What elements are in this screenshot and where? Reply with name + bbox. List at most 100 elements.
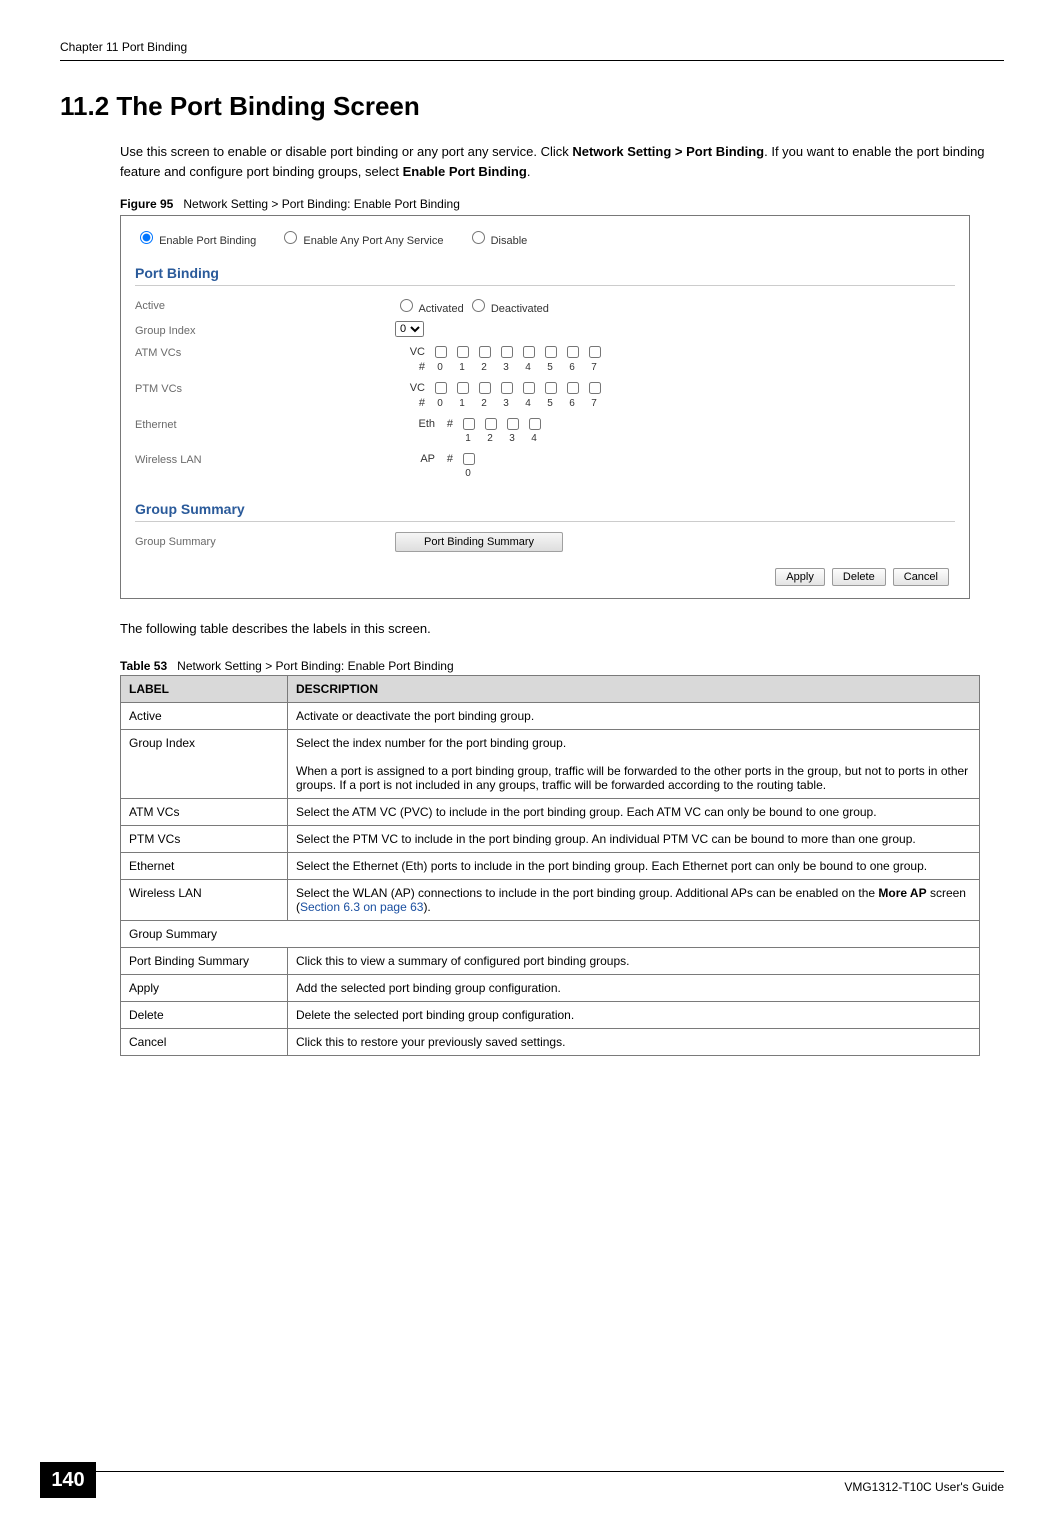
ptm-num: 6 (561, 398, 583, 409)
description-table: LABEL DESCRIPTION ActiveActivate or deac… (120, 675, 980, 1056)
atm-vc-prefix: VC (395, 346, 429, 358)
footer-rule (60, 1471, 1004, 1472)
table-desc-cell: Click this to view a summary of configur… (288, 947, 980, 974)
intro-bold-1: Network Setting > Port Binding (572, 144, 764, 159)
radio-deactivated-input[interactable] (472, 299, 485, 312)
table-header-label: LABEL (121, 675, 288, 702)
group-index-select[interactable]: 0 (395, 321, 424, 337)
ap-num-prefix: # (439, 453, 457, 465)
table-label-cell: Cancel (121, 1028, 288, 1055)
ptm-vc-checkbox[interactable] (567, 382, 579, 394)
eth-checkbox[interactable] (507, 418, 519, 430)
table-desc-cell: Select the index number for the port bin… (288, 729, 980, 798)
table-row: Port Binding SummaryClick this to view a… (121, 947, 980, 974)
table-section-cell: Group Summary (121, 920, 980, 947)
ethernet-grid: Eth # 1 2 3 4 (395, 415, 545, 444)
radio-enable-port-binding[interactable]: Enable Port Binding (135, 235, 256, 247)
apply-button[interactable]: Apply (775, 568, 825, 586)
intro-text-end: . (527, 164, 531, 179)
ptm-vc-checkbox[interactable] (435, 382, 447, 394)
atm-vc-checkbox[interactable] (523, 346, 535, 358)
ptm-num: 3 (495, 398, 517, 409)
table-label-cell: Group Index (121, 729, 288, 798)
ptm-num: 2 (473, 398, 495, 409)
table-row: ActiveActivate or deactivate the port bi… (121, 702, 980, 729)
ptm-vc-checkbox[interactable] (589, 382, 601, 394)
port-binding-section-head: Port Binding (135, 265, 955, 286)
table-label-cell: Port Binding Summary (121, 947, 288, 974)
ptm-vc-checkbox[interactable] (545, 382, 557, 394)
atm-num: 7 (583, 362, 605, 373)
eth-num: 4 (523, 433, 545, 444)
table-caption: Table 53 Network Setting > Port Binding:… (120, 659, 1004, 673)
intro-text: Use this screen to enable or disable por… (120, 144, 572, 159)
ptm-vc-checkbox[interactable] (501, 382, 513, 394)
table-row: Group Summary (121, 920, 980, 947)
ptm-vc-grid: VC # 0 1 2 3 (395, 379, 605, 409)
intro-paragraph: Use this screen to enable or disable por… (120, 142, 1004, 181)
delete-button[interactable]: Delete (832, 568, 886, 586)
table-row: Group IndexSelect the index number for t… (121, 729, 980, 798)
radio-enable-any-port-input[interactable] (284, 231, 297, 244)
atm-vc-checkbox[interactable] (501, 346, 513, 358)
atm-vc-checkbox[interactable] (545, 346, 557, 358)
section-heading: 11.2 The Port Binding Screen (60, 91, 1004, 122)
cancel-button[interactable]: Cancel (893, 568, 949, 586)
atm-vc-grid: VC # 0 1 2 3 (395, 343, 605, 373)
table-label-cell: Active (121, 702, 288, 729)
intro-bold-2: Enable Port Binding (403, 164, 527, 179)
radio-activated-input[interactable] (400, 299, 413, 312)
eth-checkbox[interactable] (529, 418, 541, 430)
table-row: Wireless LANSelect the WLAN (AP) connect… (121, 879, 980, 920)
radio-disable[interactable]: Disable (467, 235, 528, 247)
atm-vcs-label: ATM VCs (135, 343, 395, 359)
wlan-grid: AP # 0 (395, 450, 479, 479)
atm-num: 4 (517, 362, 539, 373)
atm-vc-checkbox[interactable] (589, 346, 601, 358)
ptm-vc-checkbox[interactable] (457, 382, 469, 394)
atm-num: 1 (451, 362, 473, 373)
ptm-vc-checkbox[interactable] (523, 382, 535, 394)
eth-prefix: Eth (395, 418, 439, 430)
eth-checkbox[interactable] (485, 418, 497, 430)
table-header-row: LABEL DESCRIPTION (121, 675, 980, 702)
ptm-num: 7 (583, 398, 605, 409)
group-summary-label: Group Summary (135, 532, 395, 548)
page-footer: 140 VMG1312-T10C User's Guide (0, 1471, 1064, 1494)
table-desc-cell: Activate or deactivate the port binding … (288, 702, 980, 729)
radio-disable-input[interactable] (472, 231, 485, 244)
header-rule (60, 60, 1004, 61)
atm-vc-checkbox[interactable] (479, 346, 491, 358)
table-row: EthernetSelect the Ethernet (Eth) ports … (121, 852, 980, 879)
radio-enable-any-port[interactable]: Enable Any Port Any Service (279, 235, 443, 247)
ptm-num-prefix: # (395, 397, 429, 409)
atm-num: 6 (561, 362, 583, 373)
active-control: Activated Deactivated (395, 296, 955, 315)
table-label-cell: ATM VCs (121, 798, 288, 825)
table-label-cell: PTM VCs (121, 825, 288, 852)
ptm-num: 1 (451, 398, 473, 409)
figure-screenshot: Enable Port Binding Enable Any Port Any … (120, 215, 970, 599)
post-figure-text: The following table describes the labels… (120, 619, 1004, 639)
atm-num: 3 (495, 362, 517, 373)
eth-checkbox[interactable] (463, 418, 475, 430)
table-row: ATM VCsSelect the ATM VC (PVC) to includ… (121, 798, 980, 825)
active-label: Active (135, 296, 395, 312)
radio-activated[interactable]: Activated (395, 303, 464, 315)
atm-vc-checkbox[interactable] (435, 346, 447, 358)
table-row: ApplyAdd the selected port binding group… (121, 974, 980, 1001)
radio-deactivated-label: Deactivated (491, 303, 549, 315)
atm-vc-checkbox[interactable] (457, 346, 469, 358)
table-label-cell: Apply (121, 974, 288, 1001)
ptm-vc-checkbox[interactable] (479, 382, 491, 394)
ap-checkbox[interactable] (463, 453, 475, 465)
chapter-header: Chapter 11 Port Binding (60, 40, 1004, 54)
ptm-num: 5 (539, 398, 561, 409)
port-binding-summary-button[interactable]: Port Binding Summary (395, 532, 563, 552)
atm-vc-checkbox[interactable] (567, 346, 579, 358)
ptm-vcs-label: PTM VCs (135, 379, 395, 395)
radio-enable-port-binding-input[interactable] (140, 231, 153, 244)
radio-activated-label: Activated (418, 303, 463, 315)
radio-deactivated[interactable]: Deactivated (467, 303, 549, 315)
footer-guide-name: VMG1312-T10C User's Guide (0, 1480, 1004, 1494)
